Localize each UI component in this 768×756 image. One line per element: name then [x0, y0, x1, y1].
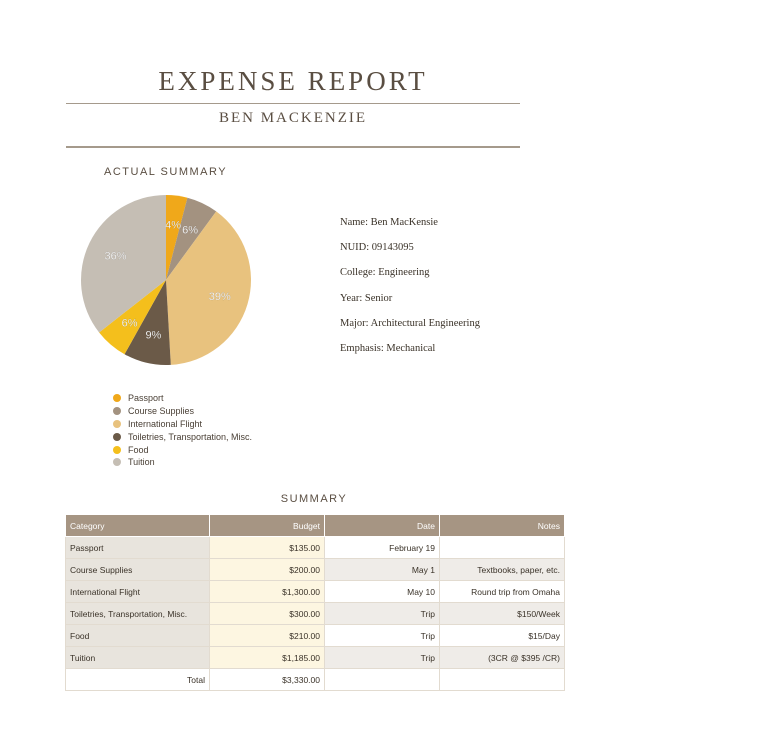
- pie-slice: [124, 280, 171, 365]
- cell-notes: Round trip from Omaha: [439, 580, 565, 603]
- cell-date: Trip: [324, 602, 440, 625]
- cell-notes: Textbooks, paper, etc.: [439, 558, 565, 581]
- legend-swatch: [113, 419, 121, 428]
- column-header: Date: [324, 514, 440, 537]
- total-empty-cell: [439, 668, 565, 691]
- table-row: Food $210.00 Trip $15/Day: [65, 624, 565, 647]
- info-emphasis: Emphasis: Mechanical: [340, 342, 436, 354]
- cell-category: International Flight: [65, 580, 210, 603]
- summary-heading: SUMMARY: [280, 493, 348, 505]
- cell-budget: $135.00: [209, 536, 325, 559]
- cell-date: May 10: [324, 580, 440, 603]
- legend-label: Tuition: [128, 457, 155, 468]
- report-subtitle: BEN MACKENZIE: [218, 110, 368, 126]
- cell-date: Trip: [324, 646, 440, 669]
- title-divider: [66, 103, 520, 104]
- pie-slice-label: 6%: [182, 224, 198, 236]
- pie-slice: [166, 211, 252, 365]
- column-header: Category: [65, 514, 210, 537]
- cell-notes: (3CR @ $395 /CR): [439, 646, 565, 669]
- table-row: Toiletries, Transportation, Misc. $300.0…: [65, 602, 565, 625]
- legend-item: Food: [113, 443, 252, 456]
- cell-category: Passport: [65, 536, 210, 559]
- cell-date: Trip: [324, 624, 440, 647]
- info-year: Year: Senior: [340, 292, 393, 304]
- info-nuid: NUID: 09143095: [340, 242, 414, 254]
- legend-swatch: [113, 407, 121, 416]
- table-row: Course Supplies $200.00 May 1 Textbooks,…: [65, 558, 565, 581]
- cell-category: Course Supplies: [65, 558, 210, 581]
- total-label: Total: [65, 668, 210, 691]
- info-major: Major: Architectural Engineering: [340, 317, 480, 329]
- legend-item: Course Supplies: [113, 405, 252, 418]
- pie-slice: [166, 195, 188, 280]
- table-total-row: Total $3,330.00: [65, 668, 565, 691]
- pie-slice: [166, 197, 217, 280]
- column-header: Budget: [209, 514, 325, 537]
- table-row: Passport $135.00 February 19: [65, 536, 565, 559]
- cell-category: Food: [65, 624, 210, 647]
- legend-swatch: [113, 432, 121, 441]
- cell-notes: [439, 536, 565, 559]
- pie-chart: 4% 6%39%9%6%36%: [81, 195, 252, 365]
- column-header: Notes: [439, 514, 565, 537]
- cell-budget: $300.00: [209, 602, 325, 625]
- legend-label: Food: [128, 444, 149, 455]
- table-row: Tuition $1,185.00 Trip (3CR @ $395 /CR): [65, 646, 565, 669]
- total-empty-cell: [324, 668, 440, 691]
- info-name: Name: Ben MacKensie: [340, 217, 438, 228]
- cell-notes: $15/Day: [439, 624, 565, 647]
- legend-label: Toiletries, Transportation, Misc.: [128, 431, 253, 442]
- table-header-row: Category Budget Date Notes: [65, 514, 565, 537]
- cell-notes: $150/Week: [439, 602, 565, 625]
- report-title: EXPENSE REPORT: [158, 66, 428, 96]
- pie-slice-label: 9%: [145, 330, 161, 342]
- legend-swatch: [113, 394, 121, 403]
- cell-budget: $210.00: [209, 624, 325, 647]
- pie-slice-label: 6%: [122, 318, 138, 330]
- cell-budget: $1,300.00: [209, 580, 325, 603]
- legend-item: Tuition: [113, 456, 252, 469]
- pie-slice-label: 36%: [105, 250, 127, 262]
- legend-item: Passport: [113, 392, 252, 405]
- pie-slice-label: 4%: [165, 219, 181, 231]
- legend-item: Toiletries, Transportation, Misc.: [113, 430, 252, 443]
- total-value: $3,330.00: [209, 668, 325, 691]
- legend-swatch: [113, 458, 121, 467]
- pie-slice-label: 39%: [209, 291, 231, 303]
- header-divider: [66, 146, 520, 148]
- legend-label: Passport: [128, 393, 164, 404]
- pie-slice: [81, 195, 166, 333]
- cell-category: Tuition: [65, 646, 210, 669]
- legend-label: Course Supplies: [128, 406, 195, 417]
- table-row: International Flight $1,300.00 May 10 Ro…: [65, 580, 565, 603]
- cell-date: May 1: [324, 558, 440, 581]
- student-info: Name: Ben MacKensie NUID: 09143095 Colle…: [340, 217, 480, 368]
- pie-slice: [99, 280, 166, 355]
- cell-budget: $200.00: [209, 558, 325, 581]
- legend-swatch: [113, 445, 121, 454]
- info-college: College: Engineering: [340, 267, 430, 279]
- cell-category: Toiletries, Transportation, Misc.: [65, 602, 210, 625]
- chart-heading: ACTUAL SUMMARY: [104, 166, 228, 178]
- legend-label: International Flight: [128, 418, 203, 429]
- cell-date: February 19: [324, 536, 440, 559]
- chart-legend: Passport Course Supplies International Fli…: [113, 392, 252, 469]
- summary-table: Category Budget Date Notes Passport $135…: [65, 514, 565, 691]
- legend-item: International Flight: [113, 418, 252, 431]
- cell-budget: $1,185.00: [209, 646, 325, 669]
